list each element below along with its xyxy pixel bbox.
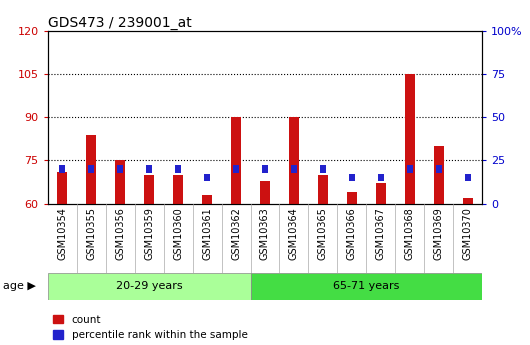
Text: GSM10366: GSM10366: [347, 207, 357, 260]
Legend: count, percentile rank within the sample: count, percentile rank within the sample: [53, 315, 248, 340]
Bar: [86, 135, 96, 204]
Bar: [465, 174, 471, 181]
Bar: [405, 74, 415, 204]
Text: GSM10363: GSM10363: [260, 207, 270, 260]
FancyBboxPatch shape: [48, 273, 251, 299]
Bar: [378, 174, 384, 181]
Text: GSM10370: GSM10370: [463, 207, 473, 260]
Bar: [463, 198, 473, 204]
Text: GSM10354: GSM10354: [57, 207, 67, 260]
Bar: [233, 166, 239, 172]
Bar: [407, 166, 413, 172]
Bar: [146, 166, 152, 172]
Bar: [202, 195, 212, 204]
Text: age ▶: age ▶: [3, 282, 36, 291]
Bar: [59, 166, 65, 172]
Text: 20-29 years: 20-29 years: [116, 282, 182, 291]
Bar: [175, 166, 181, 172]
Bar: [115, 160, 125, 204]
Text: GSM10365: GSM10365: [318, 207, 328, 260]
Bar: [376, 184, 386, 204]
Bar: [204, 174, 210, 181]
Text: GSM10368: GSM10368: [405, 207, 415, 260]
Text: GSM10359: GSM10359: [144, 207, 154, 260]
Bar: [117, 166, 123, 172]
Bar: [260, 180, 270, 204]
Bar: [88, 166, 94, 172]
Text: GSM10355: GSM10355: [86, 207, 96, 260]
Bar: [436, 166, 442, 172]
Bar: [144, 175, 154, 204]
Bar: [173, 175, 183, 204]
Bar: [57, 172, 67, 204]
Bar: [349, 174, 355, 181]
Text: GSM10361: GSM10361: [202, 207, 212, 260]
Text: GSM10367: GSM10367: [376, 207, 386, 260]
Bar: [231, 117, 241, 204]
Bar: [320, 166, 326, 172]
Text: GSM10364: GSM10364: [289, 207, 299, 260]
Text: GSM10369: GSM10369: [434, 207, 444, 260]
Text: GSM10356: GSM10356: [115, 207, 125, 260]
Bar: [291, 166, 297, 172]
Text: 65-71 years: 65-71 years: [333, 282, 400, 291]
Text: GSM10362: GSM10362: [231, 207, 241, 260]
Text: GDS473 / 239001_at: GDS473 / 239001_at: [48, 16, 191, 30]
Bar: [262, 166, 268, 172]
Bar: [318, 175, 328, 204]
Bar: [289, 117, 299, 204]
Bar: [347, 192, 357, 204]
FancyBboxPatch shape: [251, 273, 482, 299]
Text: GSM10360: GSM10360: [173, 207, 183, 260]
Bar: [434, 146, 444, 204]
